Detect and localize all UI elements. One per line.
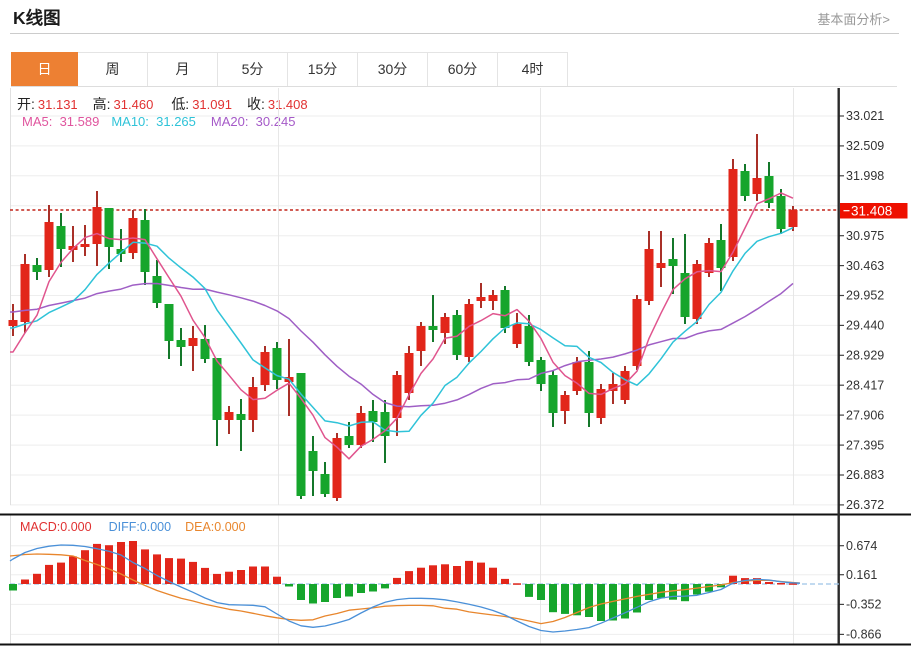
svg-text:29.952: 29.952 <box>846 289 884 303</box>
svg-text:-0.352: -0.352 <box>846 598 881 612</box>
svg-text:-0.866: -0.866 <box>846 628 881 642</box>
svg-text:33.021: 33.021 <box>846 109 884 123</box>
svg-text:26.883: 26.883 <box>846 468 884 482</box>
svg-text:31.408: 31.408 <box>851 204 892 219</box>
svg-text:0.161: 0.161 <box>846 568 877 582</box>
svg-text:31.998: 31.998 <box>846 169 884 183</box>
svg-text:30.463: 30.463 <box>846 259 884 273</box>
svg-text:0.674: 0.674 <box>846 539 877 553</box>
svg-text:26.372: 26.372 <box>846 498 884 512</box>
svg-text:30.975: 30.975 <box>846 229 884 243</box>
svg-text:32.509: 32.509 <box>846 139 884 153</box>
svg-text:29.440: 29.440 <box>846 319 884 333</box>
svg-text:28.417: 28.417 <box>846 378 884 392</box>
svg-text:27.906: 27.906 <box>846 408 884 422</box>
svg-text:27.395: 27.395 <box>846 438 884 452</box>
svg-text:28.929: 28.929 <box>846 349 884 363</box>
